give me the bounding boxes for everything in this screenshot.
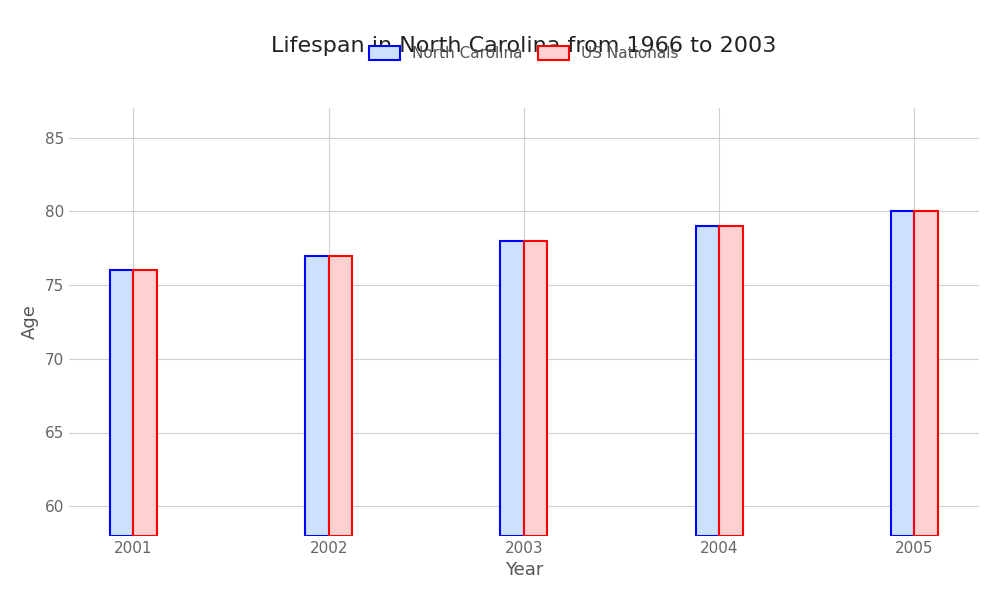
Bar [719,226,743,536]
Y-axis label: Age: Age [21,304,39,340]
Bar [110,270,133,536]
Bar [305,256,329,536]
Bar [329,256,352,536]
Bar [696,226,719,536]
Bar [500,241,524,536]
Bar [914,211,938,536]
Legend: North Carolina, US Nationals: North Carolina, US Nationals [362,38,686,69]
X-axis label: Year: Year [505,561,543,579]
Title: Lifespan in North Carolina from 1966 to 2003: Lifespan in North Carolina from 1966 to … [271,37,777,56]
Bar [133,270,157,536]
Bar [891,211,914,536]
Bar [524,241,547,536]
